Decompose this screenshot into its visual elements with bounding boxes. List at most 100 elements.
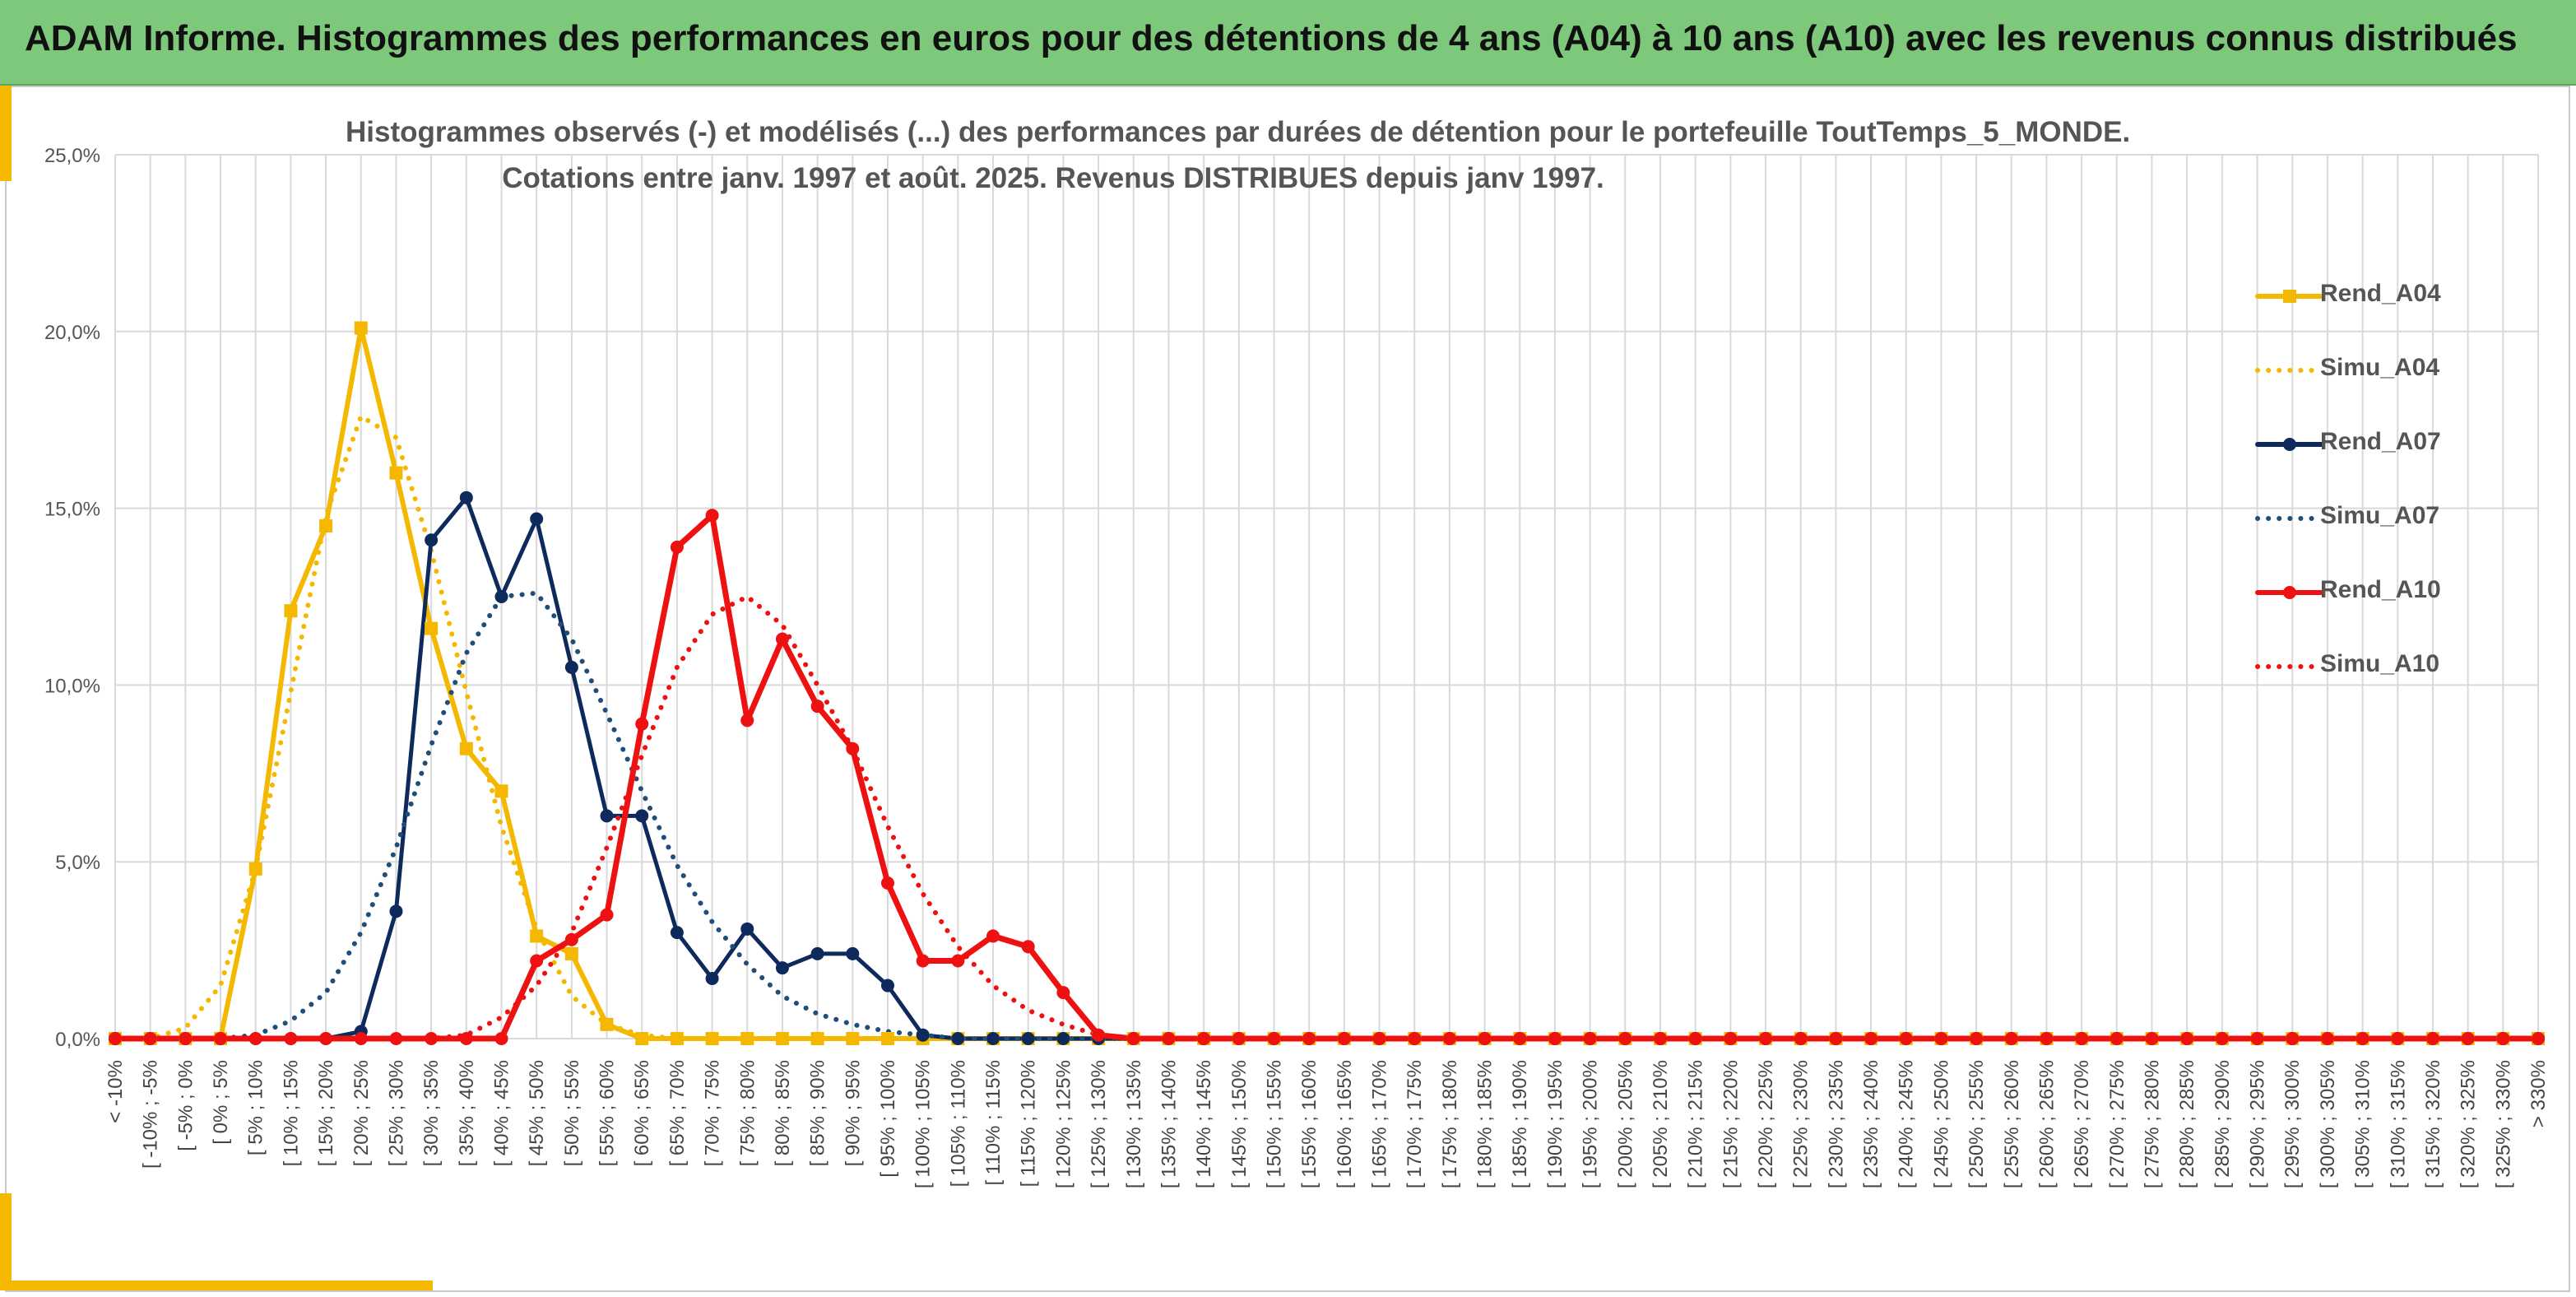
data-point-rend_a04 [600,1017,614,1031]
data-point-rend_a10 [2110,1032,2123,1045]
legend-marker [2283,290,2296,303]
legend-marker [2283,438,2296,451]
data-point-rend_a10 [2496,1032,2510,1045]
data-point-rend_a10 [1934,1032,1948,1045]
x-tick-label: [ 85% ; 90% [807,1060,829,1166]
x-tick-label: [ 295% ; 300% [2281,1060,2304,1188]
x-tick-label: [ 205% ; 210% [1650,1060,1672,1188]
x-tick-label: [ 100% ; 105% [912,1060,935,1188]
legend-item: Rend_A07 [2221,428,2468,502]
x-tick-label: [ 105% ; 110% [947,1060,969,1187]
data-point-rend_a07 [635,809,649,823]
x-tick-label: [ 215% ; 220% [1720,1060,1742,1188]
x-tick-label: [ 300% ; 305% [2317,1060,2339,1188]
data-point-rend_a10 [2286,1032,2300,1045]
x-tick-label: > 330% [2527,1060,2550,1127]
data-point-rend_a10 [530,954,544,968]
data-point-rend_a10 [1688,1032,1702,1045]
x-tick-label: [ 110% ; 115% [982,1060,1005,1186]
x-tick-label: [ 290% ; 295% [2247,1060,2269,1188]
data-point-rend_a10 [2215,1032,2229,1045]
data-point-rend_a10 [2391,1032,2405,1045]
legend-swatch [2255,438,2324,451]
x-tick-label: [ 115% ; 120% [1018,1060,1040,1187]
legend-item: Simu_A04 [2221,354,2468,428]
x-tick-label: [ 0% ; 5% [210,1060,232,1145]
x-tick-label: [ 175% ; 180% [1439,1060,1461,1188]
data-point-rend_a10 [2461,1032,2475,1045]
data-point-rend_a10 [2075,1032,2089,1045]
x-tick-label: [ 230% ; 235% [1825,1060,1847,1188]
data-point-rend_a10 [740,714,754,728]
x-tick-label: [ 90% ; 95% [842,1060,864,1166]
legend-swatch [2255,290,2324,303]
y-tick-label: 15,0% [44,499,100,521]
data-point-rend_a10 [2532,1032,2545,1045]
data-point-rend_a10 [1970,1032,1984,1045]
data-point-rend_a07 [705,971,719,985]
x-tick-label: [ 255% ; 260% [2001,1060,2023,1188]
data-point-rend_a10 [1724,1032,1738,1045]
x-tick-label: [ 35% ; 40% [456,1060,478,1166]
data-point-rend_a04 [319,519,333,533]
data-point-rend_a10 [1056,986,1070,1000]
chart-frame [5,86,2570,1292]
data-point-rend_a07 [1056,1032,1070,1045]
data-point-rend_a04 [354,321,368,335]
chart-subtitle: Cotations entre janv. 1997 et août. 2025… [502,162,1604,194]
data-point-rend_a10 [810,700,824,714]
data-point-rend_a10 [214,1032,228,1045]
x-tick-label: [ 185% ; 190% [1509,1060,1531,1188]
data-point-rend_a10 [705,509,719,523]
chart-title: Histogrammes observés (-) et modélisés (… [346,116,2131,148]
series-line-simu_a04 [113,413,2541,1041]
x-tick-label: [ 315% ; 320% [2422,1060,2444,1188]
y-tick-label: 10,0% [44,675,100,697]
data-point-rend_a10 [635,717,649,731]
data-point-rend_a10 [1197,1032,1211,1045]
legend-swatch [2255,664,2324,669]
data-point-rend_a07 [670,926,684,940]
data-point-rend_a10 [2004,1032,2018,1045]
data-point-rend_a07 [600,809,614,823]
y-tick-label: 0,0% [55,1029,100,1051]
data-point-rend_a10 [284,1032,298,1045]
data-point-rend_a04 [494,784,508,798]
x-tick-label: [ 240% ; 245% [1896,1060,1918,1188]
data-point-rend_a04 [635,1032,649,1045]
x-tick-label: [ 95% ; 100% [877,1060,899,1178]
accent-bar-top [0,86,12,181]
data-point-rend_a10 [1864,1032,1878,1045]
x-tick-label: [ 80% ; 85% [772,1060,794,1166]
accent-bar-bottom [0,1281,433,1290]
data-point-rend_a10 [1618,1032,1632,1045]
data-point-rend_a04 [530,929,544,943]
x-tick-label: [ 70% ; 75% [702,1060,724,1166]
data-point-rend_a10 [951,954,965,968]
x-tick-label: [ 135% ; 140% [1158,1060,1180,1188]
data-point-rend_a10 [986,929,1000,943]
x-tick-label: [ 210% ; 215% [1685,1060,1707,1188]
legend-item: Rend_A10 [2221,576,2468,650]
x-tick-label: [ 270% ; 275% [2106,1060,2128,1188]
data-point-rend_a10 [1021,940,1035,954]
x-tick-label: [ 160% ; 165% [1334,1060,1356,1188]
x-tick-label: [ 170% ; 175% [1404,1060,1426,1188]
banner: ADAM Informe. Histogrammes des performan… [0,0,2576,86]
data-point-rend_a04 [284,604,298,618]
x-tick-label: [ 200% ; 205% [1614,1060,1636,1188]
x-tick-label: [ 60% ; 65% [631,1060,653,1166]
x-tick-label: [ 325% ; 330% [2492,1060,2514,1188]
data-point-rend_a07 [564,660,578,674]
data-point-rend_a10 [1337,1032,1351,1045]
x-tick-label: [ 320% ; 325% [2458,1060,2480,1188]
data-point-rend_a04 [775,1032,789,1045]
x-tick-label: [ 145% ; 150% [1228,1060,1251,1188]
x-tick-label: [ 65% ; 70% [666,1060,689,1166]
legend-item: Simu_A10 [2221,650,2468,724]
data-point-rend_a04 [740,1032,754,1045]
x-tick-label: [ 30% ; 35% [420,1060,443,1166]
x-tick-label: [ 150% ; 155% [1263,1060,1285,1188]
x-tick-label: [ 265% ; 270% [2071,1060,2093,1188]
data-point-rend_a10 [916,954,930,968]
